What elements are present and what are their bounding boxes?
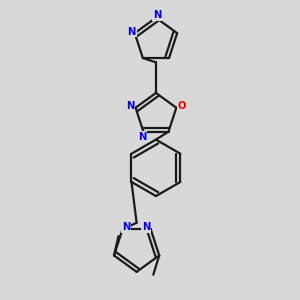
Text: O: O	[177, 101, 186, 111]
Text: N: N	[142, 222, 150, 233]
Text: N: N	[122, 222, 130, 233]
Text: N: N	[153, 11, 162, 20]
Text: N: N	[126, 101, 134, 111]
Text: N: N	[128, 27, 136, 37]
Text: N: N	[138, 132, 146, 142]
